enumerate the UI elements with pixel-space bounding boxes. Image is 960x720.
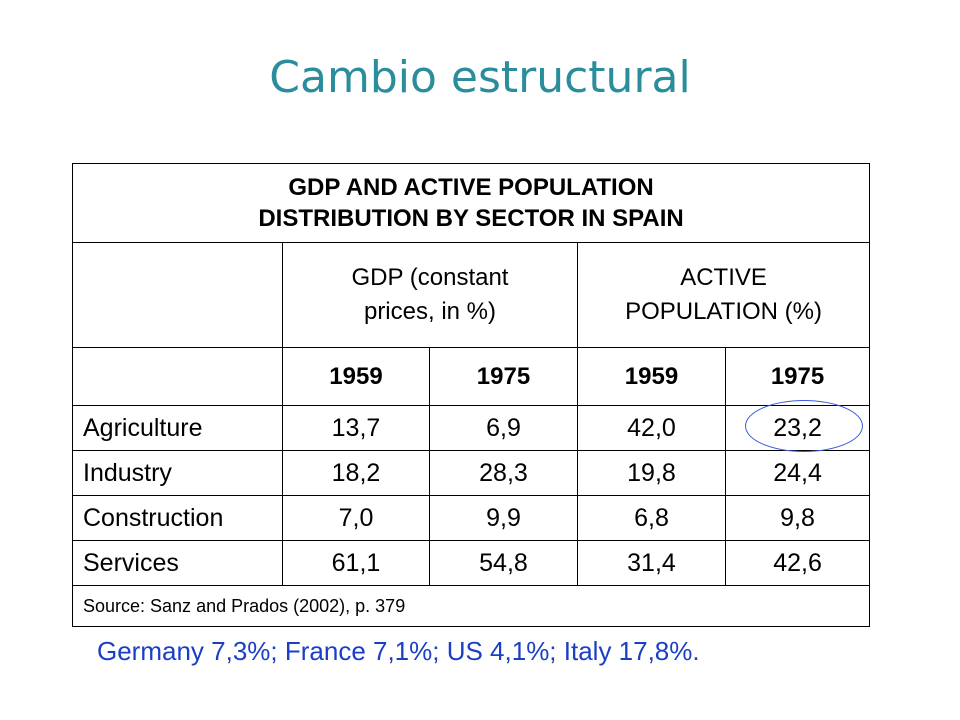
sector-label: Agriculture — [72, 405, 283, 451]
sector-label: Industry — [72, 450, 283, 496]
gdp-header-line1: GDP (constant — [351, 264, 509, 292]
empty-year-cell — [72, 347, 283, 406]
table-title-line1: GDP AND ACTIVE POPULATION — [288, 173, 654, 201]
highlighted-value: 23,2 — [745, 399, 864, 452]
source-row: Source: Sanz and Prados (2002), p. 379 — [71, 585, 871, 627]
table-row-services: Services 61,1 54,8 31,4 42,6 — [72, 540, 871, 586]
year-header-gdp-1975: 1975 — [429, 347, 578, 406]
pop-1975-value: 42,6 — [724, 540, 871, 586]
table-title: GDP AND ACTIVE POPULATION DISTRIBUTION B… — [71, 163, 871, 243]
table-title-line2: DISTRIBUTION BY SECTOR IN SPAIN — [258, 205, 684, 232]
year-header-pop-1975: 1975 — [724, 347, 871, 406]
slide-title: Cambio estructural — [269, 52, 691, 103]
gdp-1975-value: 54,8 — [429, 540, 578, 586]
gdp-1959-value: 7,0 — [282, 495, 430, 541]
table-title-row: GDP AND ACTIVE POPULATION DISTRIBUTION B… — [71, 163, 871, 243]
gdp-1959-value: 61,1 — [282, 540, 430, 586]
year-header-pop-1959: 1959 — [577, 347, 726, 406]
comparison-footnote: Germany 7,3%; France 7,1%; US 4,1%; Ital… — [97, 636, 700, 666]
sector-label: Services — [72, 540, 283, 586]
gdp-header-line2: prices, in %) — [363, 298, 497, 325]
table-row-construction: Construction 7,0 9,9 6,8 9,8 — [72, 495, 871, 541]
pop-1959-value: 6,8 — [577, 495, 726, 541]
gdp-1975-value: 6,9 — [429, 405, 578, 451]
sector-distribution-table: GDP AND ACTIVE POPULATION DISTRIBUTION B… — [71, 163, 871, 627]
gdp-1975-value: 9,9 — [429, 495, 578, 541]
table-row-agriculture: Agriculture 13,7 6,9 42,0 23,2 — [72, 399, 871, 452]
active-population-group-header: ACTIVE POPULATION (%) — [576, 242, 871, 348]
table-row-industry: Industry 18,2 28,3 19,8 24,4 — [72, 450, 871, 496]
year-header-gdp-1959: 1959 — [282, 347, 430, 406]
sector-label: Construction — [72, 495, 283, 541]
pop-1975-cell: 23,2 — [724, 399, 871, 452]
pop-header-line1: ACTIVE — [680, 264, 767, 292]
pop-1959-value: 19,8 — [577, 450, 726, 496]
empty-header-cell — [72, 242, 283, 348]
source-citation: Source: Sanz and Prados (2002), p. 379 — [71, 585, 871, 627]
gdp-1959-value: 18,2 — [282, 450, 430, 496]
highlight-circle — [745, 399, 864, 452]
pop-1959-value: 42,0 — [577, 405, 726, 451]
gdp-1959-value: 13,7 — [282, 405, 430, 451]
pop-1975-value: 9,8 — [724, 495, 871, 541]
gdp-group-header: GDP (constant prices, in %) — [282, 242, 578, 348]
year-header-row: 1959 1975 1959 1975 — [72, 347, 871, 406]
gdp-1975-value: 28,3 — [429, 450, 578, 496]
pop-header-line2: POPULATION (%) — [625, 298, 822, 325]
pop-1959-value: 31,4 — [577, 540, 726, 586]
group-header-row: GDP (constant prices, in %) ACTIVE POPUL… — [72, 242, 871, 348]
pop-1975-value: 24,4 — [724, 450, 871, 496]
